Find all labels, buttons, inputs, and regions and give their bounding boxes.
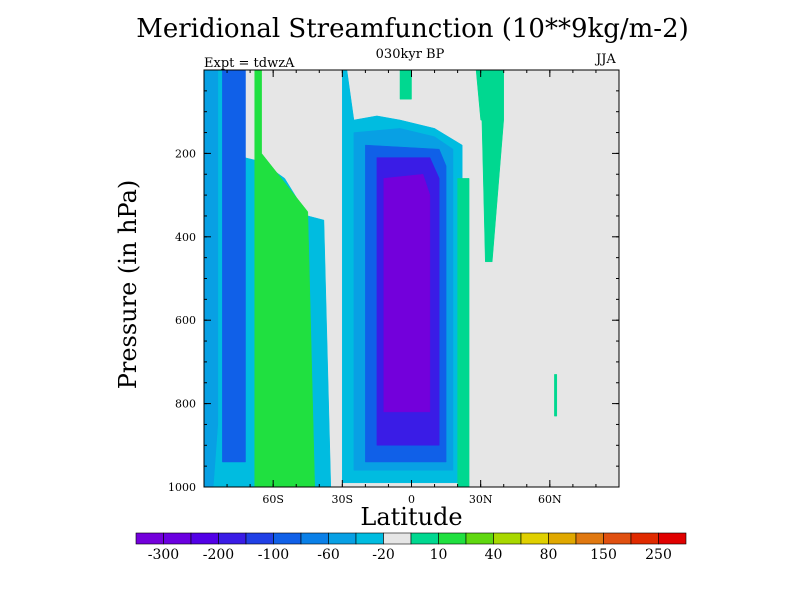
colorbar-swatch <box>273 532 302 545</box>
colorbar-swatch <box>493 532 522 545</box>
colorbar-swatch <box>163 532 192 545</box>
colorbar-label: -100 <box>258 547 289 563</box>
contour-region-4 <box>254 70 315 487</box>
contour-region-14 <box>554 374 558 417</box>
colorbar: -300 -200 -100 -60 -20 10 40 80 150 250 <box>135 532 687 563</box>
contour-region-10 <box>399 70 412 100</box>
x-tick-label: 0 <box>408 493 415 506</box>
colorbar-swatch <box>190 532 219 545</box>
colorbar-swatch <box>438 532 467 545</box>
colorbar-swatch <box>410 532 439 545</box>
y-tick-label: 800 <box>175 398 196 411</box>
colorbar-swatch <box>245 532 274 545</box>
x-tick-label: 30N <box>469 493 493 506</box>
colorbar-label: -20 <box>372 547 395 563</box>
colorbar-label: -300 <box>148 547 179 563</box>
contour-region-2 <box>204 70 219 487</box>
x-tick-label: 60N <box>538 493 562 506</box>
chart-title: Meridional Streamfunction (10**9kg/m-2) <box>136 14 689 44</box>
colorbar-swatch <box>218 532 247 545</box>
contour-region-3 <box>222 70 246 463</box>
contour-region-12 <box>457 178 470 487</box>
experiment-label: Expt = tdwzA <box>204 56 295 71</box>
y-axis-title: Pressure (in hPa) <box>114 180 142 390</box>
contour-region-9 <box>383 174 431 413</box>
x-tick-label: 60S <box>262 493 284 506</box>
colorbar-swatch <box>520 532 549 545</box>
contour-fill-layer <box>204 70 619 487</box>
chart-subtitle: 030kyr BP <box>375 47 445 62</box>
colorbar-swatch <box>300 532 329 545</box>
y-tick-label: 1000 <box>168 481 196 494</box>
colorbar-swatch <box>603 532 632 545</box>
colorbar-swatch <box>630 532 659 545</box>
colorbar-label: -60 <box>317 547 340 563</box>
colorbar-swatch <box>135 532 164 545</box>
y-tick-label: 200 <box>175 147 196 160</box>
colorbar-label: 10 <box>430 547 448 563</box>
colorbar-swatch <box>355 532 384 545</box>
season-label: JJA <box>596 52 616 67</box>
colorbar-label: 80 <box>540 547 558 563</box>
colorbar-label: 40 <box>485 547 503 563</box>
colorbar-label: 150 <box>590 547 617 563</box>
colorbar-swatch <box>548 532 577 545</box>
colorbar-swatch <box>658 532 687 545</box>
colorbar-swatch <box>575 532 604 545</box>
axis-ticks: 60S 30S 0 30N 60N 200 400 600 800 1000 <box>168 69 620 506</box>
colorbar-label: 250 <box>645 547 672 563</box>
x-axis-title: Latitude <box>360 503 462 531</box>
colorbar-swatch <box>328 532 357 545</box>
x-tick-label: 30S <box>332 493 354 506</box>
contour-region-13 <box>480 70 504 263</box>
y-tick-label: 600 <box>175 314 196 327</box>
colorbar-swatch <box>383 532 412 545</box>
colorbar-swatch <box>465 532 494 545</box>
y-tick-label: 400 <box>175 231 196 244</box>
colorbar-label: -200 <box>203 547 234 563</box>
